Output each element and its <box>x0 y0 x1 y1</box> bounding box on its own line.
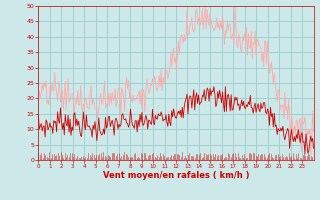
X-axis label: Vent moyen/en rafales ( km/h ): Vent moyen/en rafales ( km/h ) <box>103 171 249 180</box>
